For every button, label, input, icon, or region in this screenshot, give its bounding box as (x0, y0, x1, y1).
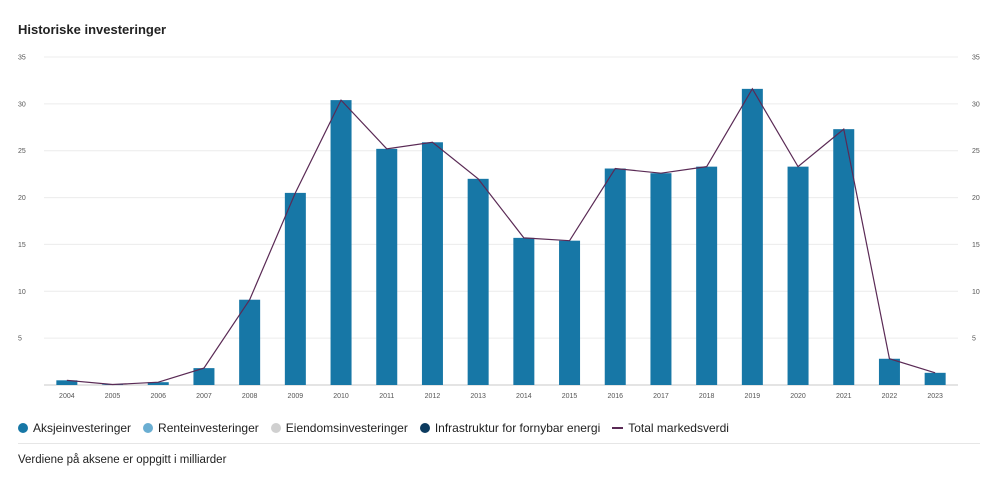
y-tick-label-left: 5 (18, 336, 22, 343)
y-tick-label-right: 30 (972, 101, 980, 108)
x-tick-label: 2007 (196, 393, 212, 400)
gridlines (44, 56, 958, 339)
x-tick-label: 2005 (105, 393, 121, 400)
y-tick-label-left: 15 (18, 242, 26, 249)
axis-note: Verdiene på aksene er oppgitt i milliard… (18, 454, 227, 466)
legend: Aksjeinvesteringer Renteinvesteringer Eien… (18, 421, 729, 435)
y-tick-label-left: 30 (18, 101, 26, 108)
x-tick-label: 2019 (745, 393, 761, 400)
legend-dot-icon (419, 423, 430, 433)
divider (18, 443, 980, 444)
legend-label: Total markedsverdi (628, 421, 729, 435)
y-tick-label-right: 5 (972, 336, 976, 343)
investment-chart: 5 10 15 20 25 30 35 5 10 15 20 25 30 35 2004 2005 2006… (18, 55, 980, 401)
bar-2018[interactable] (696, 166, 718, 385)
y-tick-label-right: 20 (972, 195, 980, 202)
bar-2022[interactable] (878, 358, 900, 385)
legend-line-icon (612, 427, 624, 429)
y-tick-label-right: 10 (972, 289, 980, 296)
x-tick-label: 2023 (927, 393, 943, 400)
bar-2016[interactable] (604, 168, 626, 385)
x-tick-label: 2021 (836, 393, 852, 400)
bar-2010[interactable] (330, 100, 352, 385)
legend-dot-icon (270, 423, 281, 433)
legend-dot-icon (18, 423, 28, 433)
bar-2004[interactable] (56, 380, 78, 385)
bar-2006[interactable] (147, 382, 169, 385)
x-tick-label: 2010 (333, 393, 349, 400)
bar-2008[interactable] (239, 299, 261, 385)
legend-label: Aksjeinvesteringer (33, 421, 132, 435)
bar-2021[interactable] (833, 129, 855, 385)
x-tick-label: 2016 (607, 393, 623, 400)
legend-item[interactable]: Eiendomsinvesteringer (270, 421, 408, 435)
x-tick-label: 2014 (516, 393, 532, 400)
bar-2023[interactable] (924, 372, 946, 385)
legend-label: Eiendomsinvesteringer (285, 421, 408, 435)
y-tick-label-left: 35 (18, 55, 26, 62)
legend-label: Renteinvesteringer (158, 421, 259, 435)
y-tick-label-right: 15 (972, 242, 980, 249)
x-tick-label: 2011 (379, 393, 394, 400)
legend-label: Infrastruktur for fornybar energi (434, 421, 601, 435)
x-tick-label: 2020 (790, 393, 806, 400)
x-tick-label: 2017 (653, 393, 669, 400)
legend-item[interactable]: Renteinvesteringer (143, 421, 259, 435)
bar-2017[interactable] (650, 173, 672, 385)
y-tick-label-left: 25 (18, 148, 26, 155)
bar-2011[interactable] (376, 148, 398, 385)
legend-dot-icon (143, 423, 154, 433)
legend-item[interactable]: Aksjeinvesteringer (18, 421, 131, 435)
x-tick-label: 2009 (288, 393, 304, 400)
x-tick-label: 2004 (59, 393, 75, 400)
y-tick-label-right: 25 (972, 148, 980, 155)
y-tick-label-left: 10 (18, 289, 26, 296)
bar-2020[interactable] (787, 166, 809, 385)
bar-2009[interactable] (284, 192, 306, 385)
x-tick-label: 2013 (470, 393, 486, 400)
x-tick-label: 2008 (242, 393, 258, 400)
legend-item[interactable]: Total markedsverdi (612, 421, 729, 435)
legend-item[interactable]: Infrastruktur for fornybar energi (419, 421, 601, 435)
bar-2007[interactable] (193, 368, 215, 385)
bar-2012[interactable] (421, 142, 443, 385)
total-line (66, 87, 936, 386)
y-tick-label-right: 35 (972, 55, 980, 62)
bar-2019[interactable] (741, 88, 763, 385)
x-tick-label: 2018 (699, 393, 715, 400)
bar-2013[interactable] (467, 178, 489, 385)
bar-2014[interactable] (513, 237, 535, 385)
y-axis-left: 5 10 15 20 25 30 35 (18, 55, 26, 343)
bars (56, 88, 946, 386)
bar-2015[interactable] (559, 240, 581, 385)
x-tick-label: 2015 (562, 393, 578, 400)
x-tick-label: 2022 (882, 393, 898, 400)
x-tick-label: 2012 (425, 393, 441, 400)
y-axis-right: 5 10 15 20 25 30 35 (972, 55, 980, 343)
y-tick-label-left: 20 (18, 195, 26, 202)
chart-title: Historiske investeringer (18, 22, 167, 37)
x-axis: 2004 2005 2006 2007 2008 2009 2010 2011 2012 2013… (59, 393, 943, 400)
x-tick-label: 2006 (150, 393, 166, 400)
